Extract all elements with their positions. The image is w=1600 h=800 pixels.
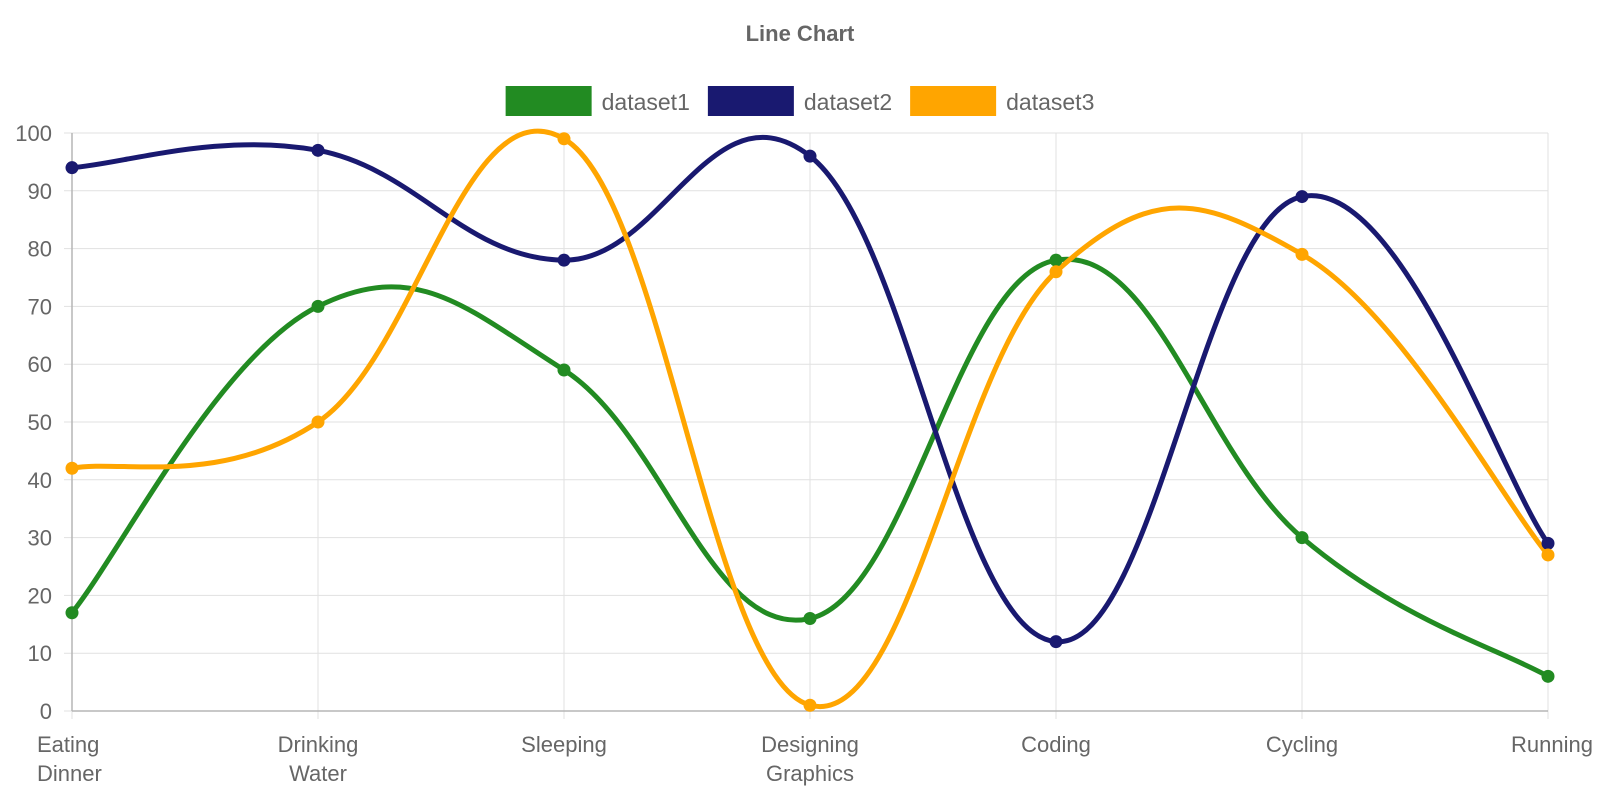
series-line-dataset3	[69, 128, 1551, 710]
y-tick-label: 70	[28, 294, 52, 319]
y-tick-label: 0	[40, 699, 52, 724]
data-point-dataset3[interactable]	[65, 461, 79, 475]
x-tick-label: Cycling	[1266, 732, 1338, 757]
data-point-dataset1[interactable]	[1049, 253, 1063, 267]
x-tick-label: Designing	[761, 732, 859, 757]
y-tick-label: 10	[28, 641, 52, 666]
legend-label-dataset2[interactable]: dataset2	[804, 89, 892, 115]
x-tick-label: Dinner	[37, 761, 102, 786]
y-tick-label: 100	[15, 121, 52, 146]
y-tick-label: 80	[28, 237, 52, 262]
y-tick-label: 20	[28, 583, 52, 608]
x-tick-label: Running	[1511, 732, 1593, 757]
y-tick-label: 30	[28, 526, 52, 551]
data-point-dataset1[interactable]	[557, 363, 571, 377]
x-tick-label: Graphics	[766, 761, 854, 786]
x-axis-ticks: Eating Dinner Drinking Water Sleeping Designi…	[37, 732, 1593, 786]
x-tick-label: Sleeping	[521, 732, 607, 757]
data-point-dataset3[interactable]	[803, 698, 817, 712]
data-point-dataset2[interactable]	[311, 143, 325, 157]
data-point-dataset3[interactable]	[1295, 247, 1309, 261]
legend: dataset1 dataset2 dataset3	[505, 86, 1094, 116]
legend-swatch-dataset1[interactable]	[505, 86, 592, 116]
x-tick-label: Drinking	[278, 732, 359, 757]
data-point-dataset2[interactable]	[65, 161, 79, 175]
data-point-dataset2[interactable]	[1295, 190, 1309, 204]
data-point-dataset1[interactable]	[65, 606, 79, 620]
y-axis-ticks: 0 10 20 30 40 50 60 70 80 90 100	[15, 121, 52, 724]
y-tick-label: 40	[28, 468, 52, 493]
legend-label-dataset3[interactable]: dataset3	[1006, 89, 1094, 115]
data-point-dataset3[interactable]	[1049, 265, 1063, 279]
x-tick-label: Water	[289, 761, 347, 786]
data-point-dataset3[interactable]	[557, 132, 571, 146]
y-tick-label: 90	[28, 179, 52, 204]
data-point-dataset1[interactable]	[1541, 669, 1555, 683]
y-tick-label: 60	[28, 352, 52, 377]
series-points	[65, 132, 1555, 712]
chart-title: Line Chart	[746, 21, 855, 46]
x-tick-label: Eating	[37, 732, 99, 757]
legend-label-dataset1[interactable]: dataset1	[602, 89, 690, 115]
grid	[64, 132, 1549, 719]
data-point-dataset2[interactable]	[1049, 635, 1063, 649]
data-point-dataset2[interactable]	[803, 149, 817, 163]
x-tick-label: Coding	[1021, 732, 1091, 757]
data-point-dataset1[interactable]	[1295, 531, 1309, 545]
data-point-dataset2[interactable]	[557, 253, 571, 267]
y-tick-label: 50	[28, 410, 52, 435]
legend-swatch-dataset3[interactable]	[910, 86, 997, 116]
data-point-dataset3[interactable]	[311, 415, 325, 429]
data-point-dataset3[interactable]	[1541, 548, 1555, 562]
data-point-dataset1[interactable]	[311, 299, 325, 313]
legend-swatch-dataset2[interactable]	[707, 86, 794, 116]
data-point-dataset2[interactable]	[1541, 536, 1555, 550]
data-point-dataset1[interactable]	[803, 612, 817, 626]
